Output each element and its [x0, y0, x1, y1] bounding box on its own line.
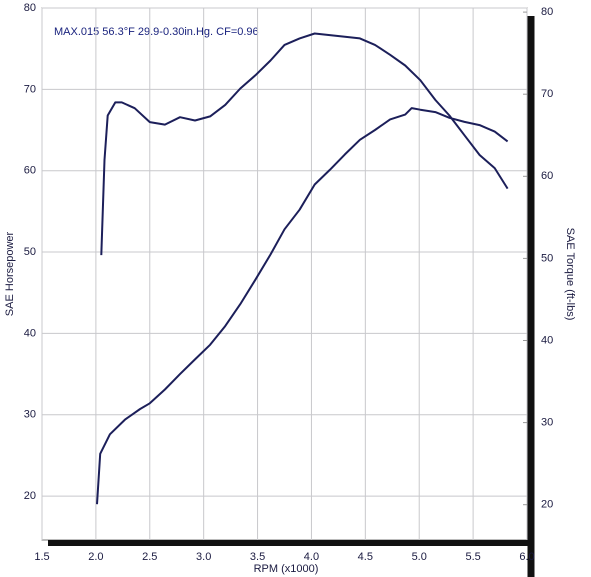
- y-axis-label: SAE Horsepower: [4, 231, 16, 316]
- y2-tick-label: 80: [541, 6, 553, 18]
- y2-tick-label: 20: [541, 499, 553, 511]
- x-tick-label: 3.5: [250, 551, 265, 563]
- y-tick-label: 20: [24, 490, 36, 502]
- y2-tick-label: 60: [541, 170, 553, 182]
- x-tick-label: 2.0: [88, 551, 103, 563]
- y-tick-label: 30: [24, 409, 36, 421]
- annotation: MAX.015 56.3°F 29.9-0.30in.Hg. CF=0.96: [54, 26, 259, 38]
- y-tick-label: 70: [24, 83, 36, 95]
- y2-tick-label: 50: [541, 252, 553, 264]
- line-series: [100, 32, 509, 256]
- x-tick-label: 4.0: [304, 551, 319, 563]
- x-tick-label: 3.0: [196, 551, 211, 563]
- y2-tick-label: 30: [541, 417, 553, 429]
- line-series: [96, 107, 509, 505]
- x-tick-label: 5.5: [465, 551, 480, 563]
- x-tick-label: 1.5: [34, 551, 49, 563]
- y-tick-label: 40: [24, 327, 36, 339]
- x-tick-label: 2.5: [142, 551, 157, 563]
- x-tick-label: 5.0: [412, 551, 427, 563]
- y2-axis-label: SAE Torque (ft-lbs): [564, 228, 576, 321]
- y-tick-label: 80: [24, 2, 36, 14]
- y-tick-label: 60: [24, 165, 36, 177]
- x-tick-label: 6.0: [519, 551, 534, 563]
- y2-tick-label: 70: [541, 88, 553, 100]
- y2-tick-label: 40: [541, 334, 553, 346]
- x-axis-label: RPM (x1000): [254, 563, 319, 575]
- x-tick-label: 4.5: [358, 551, 373, 563]
- y-tick-label: 50: [24, 246, 36, 258]
- plot-area: [41, 7, 528, 541]
